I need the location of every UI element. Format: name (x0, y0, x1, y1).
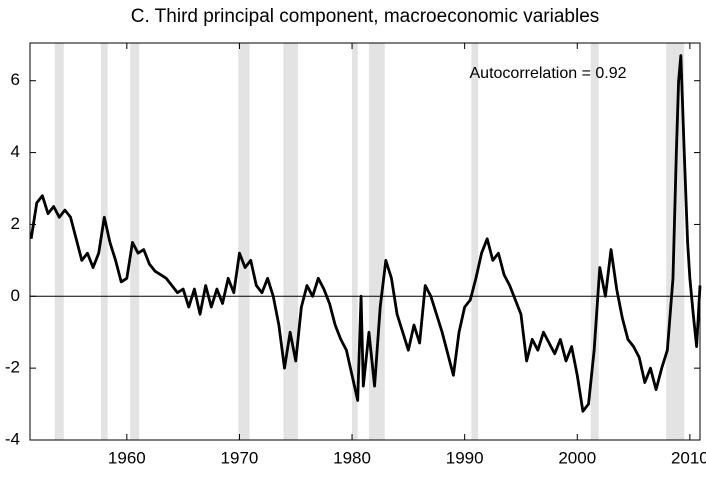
recession-band (100, 43, 108, 440)
y-tick-label: 4 (11, 142, 20, 161)
series-line (29, 54, 702, 413)
recession-band (130, 43, 140, 440)
plot-frame (29, 42, 701, 441)
y-tick-label: 6 (11, 70, 20, 89)
x-tick-label: 2000 (558, 448, 596, 467)
x-tick-label: 2010 (671, 448, 706, 467)
annotation: Autocorrelation = 0.92 (470, 65, 627, 82)
x-tick-label: 1960 (108, 448, 146, 467)
chart-title: C. Third principal component, macroecono… (131, 6, 600, 27)
x-tick-label: 1980 (333, 448, 371, 467)
recession-band (283, 43, 298, 440)
x-tick-label: 1990 (446, 448, 484, 467)
y-tick-label: -4 (5, 429, 20, 448)
y-tick-label: 0 (11, 286, 20, 305)
y-tick-label: 2 (11, 214, 20, 233)
x-tick-label: 1970 (221, 448, 259, 467)
recession-band (368, 43, 385, 440)
recession-band (238, 43, 250, 440)
y-tick-label: -2 (5, 358, 20, 377)
recession-band (471, 43, 479, 440)
recession-band (352, 43, 358, 440)
recession-band (590, 43, 599, 440)
recession-band (54, 43, 64, 440)
